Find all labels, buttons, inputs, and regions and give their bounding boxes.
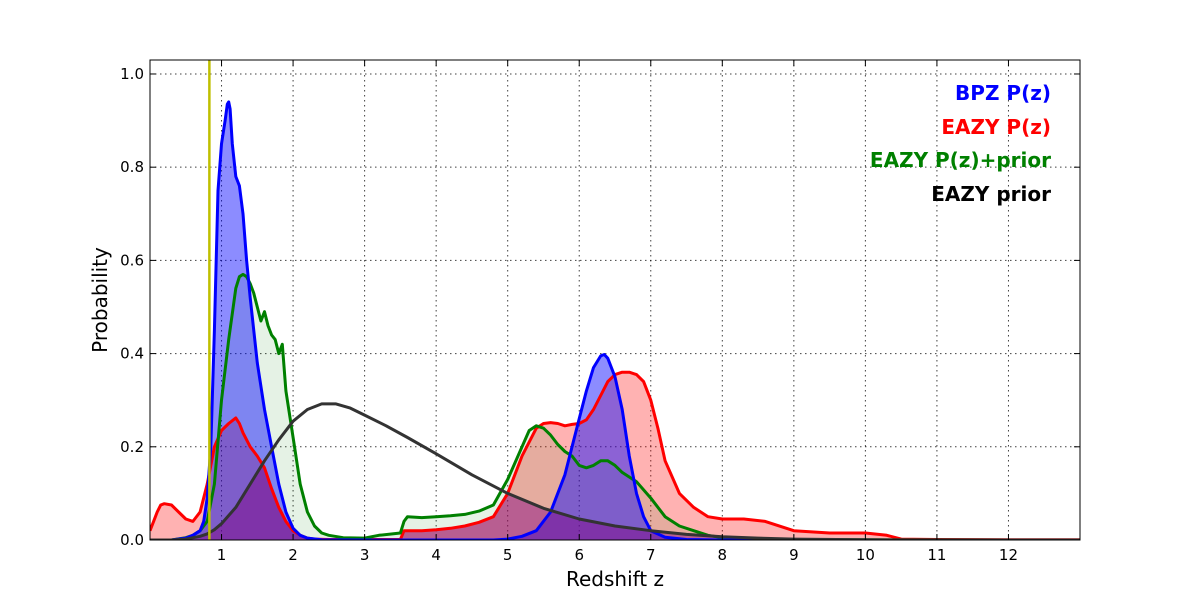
- line-eazy-p-z: [150, 370, 1080, 540]
- grid: [150, 60, 1080, 541]
- line-eazy-prior: [150, 402, 1080, 540]
- x-tick-label-2: 3: [360, 546, 370, 564]
- y-tick-label-4: 0.8: [120, 158, 144, 176]
- x-tick-label-3: 4: [431, 546, 441, 564]
- x-tick-label-4: 5: [503, 546, 513, 564]
- y-tick-label-2: 0.4: [120, 345, 144, 363]
- plot-frame: [149, 59, 1081, 541]
- legend-entry-eazy: EAZY P(z): [941, 115, 1051, 139]
- legend: BPZ P(z) EAZY P(z) EAZY P(z)+prior EAZY …: [870, 81, 1051, 206]
- legend-entry-eazy-prior: EAZY prior: [931, 182, 1051, 206]
- y-tick-label-1: 0.2: [120, 438, 144, 456]
- x-tick-label-0: 1: [217, 546, 227, 564]
- fill-eazy-p-z-prior: [150, 274, 1080, 540]
- y-tick-label-0: 0.0: [120, 531, 144, 549]
- line-eazy-p-z-prior: [150, 272, 1080, 540]
- axis-ticks: 1 2 3 4 5 6 7 8 9 10 11 120.00.20.40.60.81.0: [120, 60, 1080, 564]
- fill-eazy-p-z: [150, 372, 1080, 540]
- legend-entry-eazy-prior-combined: EAZY P(z)+prior: [870, 148, 1051, 172]
- y-axis-title: Probability: [88, 247, 112, 353]
- x-tick-label-1: 2: [288, 546, 298, 564]
- x-tick-label-5: 6: [574, 546, 584, 564]
- legend-entry-bpz: BPZ P(z): [955, 81, 1051, 105]
- x-tick-label-9: 10: [856, 546, 875, 564]
- x-tick-label-7: 8: [718, 546, 728, 564]
- y-tick-label-5: 1.0: [120, 65, 144, 83]
- series-lines: [150, 100, 1080, 540]
- x-tick-label-8: 9: [789, 546, 799, 564]
- x-axis-title: Redshift z: [566, 567, 664, 591]
- fill-eazy-prior-fill: [150, 466, 1080, 540]
- y-tick-label-3: 0.6: [120, 251, 144, 269]
- x-tick-label-6: 7: [646, 546, 656, 564]
- line-bpz-p-z: [150, 100, 1080, 540]
- x-tick-label-10: 11: [927, 546, 946, 564]
- x-tick-label-11: 12: [999, 546, 1018, 564]
